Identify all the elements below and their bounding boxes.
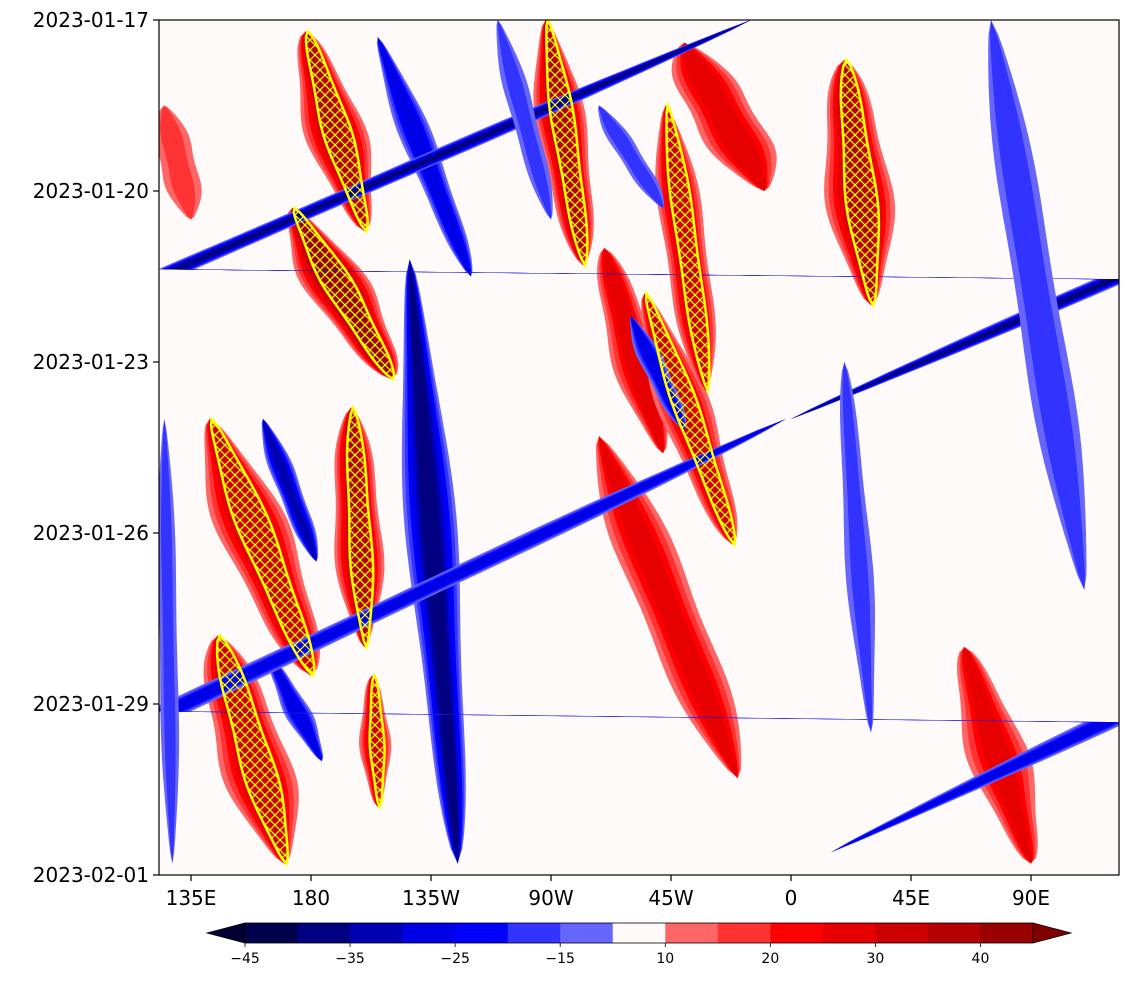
contour-level: [263, 419, 317, 562]
contour-level: [598, 105, 664, 209]
colorbar-swatch: [717, 923, 771, 943]
negative-anomaly-band: [598, 105, 665, 209]
colorbar-swatch: [402, 923, 456, 943]
contour-level: [963, 647, 1032, 864]
colorbar-label: −25: [440, 951, 470, 967]
colorbar-label: −35: [335, 951, 365, 967]
overlay-contour: [215, 633, 290, 867]
positive-anomaly-band: [597, 248, 669, 454]
colorbar-swatch: [455, 923, 509, 943]
colorbar-frame: [244, 922, 1034, 944]
colorbar-label: 30: [866, 951, 884, 967]
colorbar-swatch: [560, 923, 614, 943]
overlay-contour: [345, 404, 375, 651]
overlay-contour: [644, 289, 737, 548]
contour-level: [497, 20, 552, 220]
x-tick-label: 135W: [402, 886, 460, 910]
colorbar-label: 40: [972, 951, 990, 967]
x-tick-label: 90W: [528, 886, 573, 910]
colorbar-swatch: [770, 923, 824, 943]
x-tick-label: 135E: [166, 886, 217, 910]
contour-level: [842, 362, 872, 733]
negative-anomaly-band: [840, 362, 875, 733]
contour-level: [161, 419, 176, 864]
colorbar-label: 10: [656, 951, 674, 967]
y-tick-label: 2023-01-20: [33, 179, 149, 203]
overlay-contour: [209, 416, 316, 679]
x-tick-label: 45E: [892, 886, 930, 910]
negative-anomaly-band: [268, 658, 324, 761]
colorbar-label: 20: [761, 951, 779, 967]
colorbar-swatch: [980, 923, 1034, 943]
colorbar-swatch: [822, 923, 876, 943]
negative-anomaly-band: [988, 20, 1087, 590]
negative-anomaly-band: [261, 419, 318, 562]
colorbar-swatch: [297, 923, 351, 943]
colorbar-label: −45: [230, 951, 260, 967]
y-tick-label: 2023-01-26: [33, 521, 149, 545]
x-axis: 135E 180 135W 90W 45W 0 45E 90E: [166, 875, 1050, 910]
contour-level: [599, 436, 738, 779]
overlay-contour: [304, 28, 370, 234]
x-tick-label: 0: [785, 886, 798, 910]
contour-level: [160, 105, 196, 220]
plot-frame: [158, 19, 1120, 876]
positive-anomaly-band: [159, 105, 202, 220]
negative-anomaly-band: [401, 259, 466, 864]
colorbar-swatch: [875, 923, 929, 943]
colorbar-swatch: [612, 923, 666, 943]
colorbar-swatch: [665, 923, 719, 943]
colorbar-swatch: [507, 923, 561, 943]
x-tick-label: 45W: [648, 886, 693, 910]
colorbar-swatch: [350, 923, 404, 943]
overlay-contour: [292, 205, 396, 382]
y-tick-label: 2023-02-01: [33, 863, 149, 887]
y-tick-label: 2023-01-23: [33, 350, 149, 374]
colorbar-swatch: [927, 923, 981, 943]
hatched-overlay: [209, 20, 881, 867]
overlay-contour: [665, 100, 711, 395]
contour-level: [270, 658, 322, 761]
x-tick-label: 180: [292, 886, 330, 910]
y-tick-label: 2023-01-17: [33, 8, 149, 32]
overlay-contour: [839, 57, 881, 308]
contour-level: [682, 42, 766, 191]
contour-level: [603, 248, 664, 454]
contour-level: [990, 20, 1085, 590]
negative-anomaly-band: [496, 20, 553, 220]
overlay-contour: [545, 20, 589, 269]
y-tick-label: 2023-01-29: [33, 692, 149, 716]
contour-level: [409, 259, 459, 864]
positive-anomaly-band: [671, 42, 777, 191]
y-axis: 2023-01-17 2023-01-20 2023-01-23 2023-01-26…: [33, 8, 159, 887]
x-tick-label: 90E: [1012, 886, 1050, 910]
colorbar: −45 −35 −25 −15 10 20 30 40: [205, 922, 1073, 967]
positive-anomaly-band: [596, 436, 742, 779]
colorbar-label: −15: [545, 951, 575, 967]
colorbar-swatch: [245, 923, 299, 943]
colorbar-extend-max: [1032, 922, 1073, 944]
colorbar-extend-min: [205, 922, 246, 944]
positive-anomaly-band: [957, 647, 1038, 864]
negative-anomaly-band: [159, 419, 180, 864]
overlay-contour: [368, 672, 386, 810]
